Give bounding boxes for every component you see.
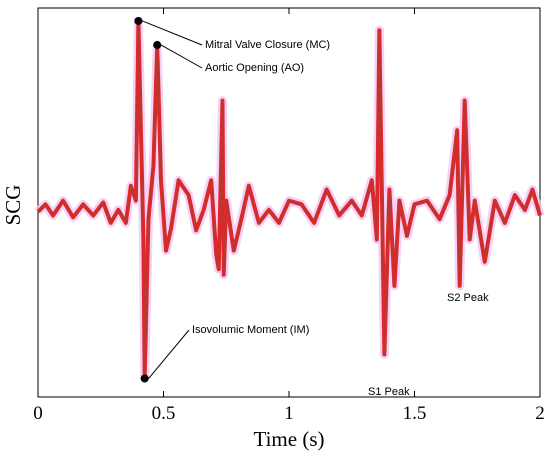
x-tick-label: 1.5	[403, 403, 427, 424]
x-axis-label: Time (s)	[254, 427, 325, 451]
annotation-point	[140, 374, 149, 383]
y-axis-label: SCG	[1, 185, 25, 226]
annotation-label: Aortic Opening (AO)	[205, 62, 304, 74]
annotation-label: S2 Peak	[447, 292, 489, 304]
x-tick-label: 0	[33, 403, 43, 424]
annotation-label: Mitral Valve Closure (MC)	[205, 39, 330, 51]
line-core	[37, 20, 541, 380]
x-tick-label: 2	[535, 403, 545, 424]
annotation-arrow	[148, 329, 190, 379]
annotation-arrow	[142, 20, 203, 46]
annotation-label: Isovolumic Moment (IM)	[192, 324, 309, 336]
annotation-point	[134, 16, 143, 25]
annotation-label: S1 Peak	[368, 386, 410, 398]
x-tick-label: 1	[284, 403, 294, 424]
x-tick-label: 0.5	[152, 403, 176, 424]
annotation-arrow	[160, 44, 203, 69]
annotation-point	[153, 41, 162, 50]
